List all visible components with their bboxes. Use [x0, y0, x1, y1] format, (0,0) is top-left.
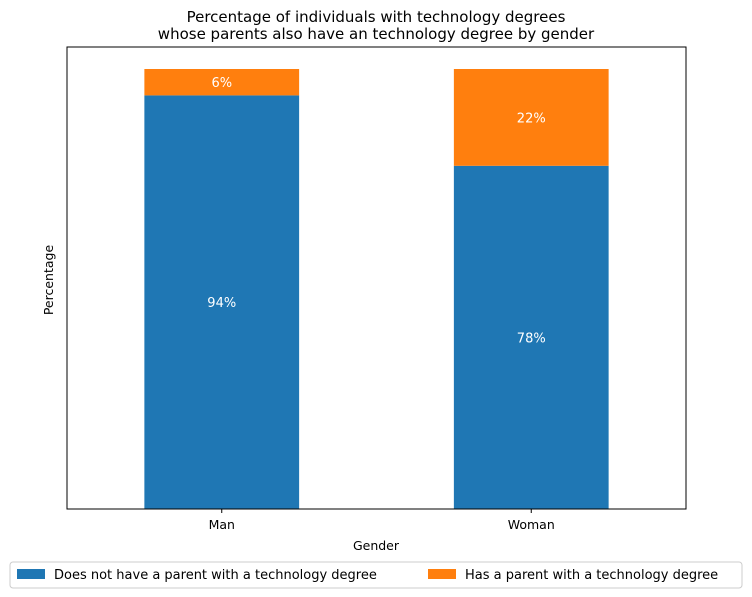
data-label-woman-series-1: 22%: [517, 111, 546, 126]
x-tick-label-woman: Woman: [508, 517, 555, 532]
data-label-woman-series-0: 78%: [517, 331, 546, 346]
bars-group: 94% 6% 78% 22%: [144, 69, 609, 510]
plot-area: [66, 46, 687, 510]
legend-label-has-parent: Has a parent with a technology degree: [465, 568, 718, 583]
data-label-man-series-1: 6%: [211, 76, 232, 91]
x-axis-label: Gender: [353, 538, 400, 553]
legend: Does not have a parent with a technology…: [9, 561, 743, 589]
bar-man-series-0: [144, 95, 300, 510]
x-tick-label-man: Man: [209, 517, 235, 532]
bar-woman-series-1: [453, 69, 609, 166]
bar-woman-series-0: [453, 165, 609, 510]
chart-title: Percentage of individuals with technolog…: [187, 8, 566, 26]
bar-man-series-1: [144, 69, 300, 96]
legend-label-no-parent: Does not have a parent with a technology…: [54, 568, 377, 583]
chart-subtitle: whose parents also have an technology de…: [158, 25, 595, 43]
legend-frame: [9, 561, 743, 589]
y-axis-label: Percentage: [41, 245, 56, 316]
legend-swatch-no-parent: [17, 569, 45, 579]
legend-swatch-has-parent: [428, 569, 456, 579]
x-axis-ticks: Man Woman: [209, 509, 555, 532]
data-label-man-series-0: 94%: [207, 296, 236, 311]
